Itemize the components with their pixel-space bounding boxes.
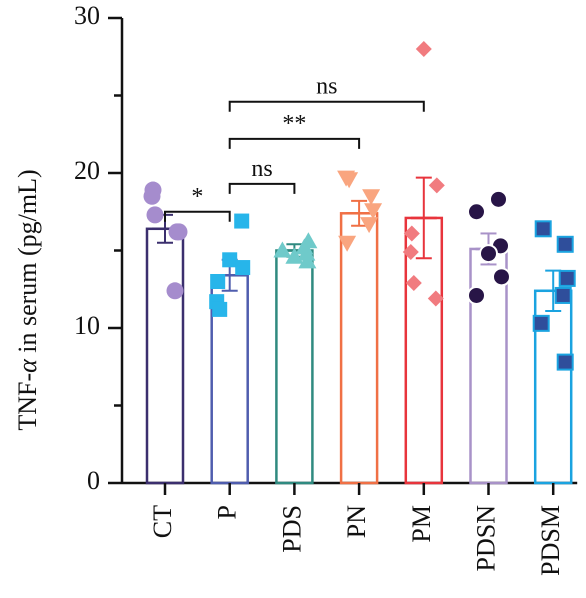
data-point-pn [362, 189, 381, 206]
data-point-pm [402, 244, 419, 261]
significance-bracket-ct-p [164, 210, 231, 222]
significance-brackets: * ns ** ns [164, 74, 425, 222]
data-points [143, 41, 576, 371]
data-point-p [212, 301, 228, 317]
data-point-pm [405, 275, 422, 292]
data-point-pm [415, 41, 432, 57]
data-point-pn [364, 203, 383, 220]
data-point-pdsm [556, 353, 574, 371]
data-point-pn [360, 217, 379, 234]
ticks: 0 10 20 30 [74, 1, 555, 495]
y-tick-label: 10 [74, 311, 100, 340]
y-axis-title: TNF-α in serum (pg/mL) [13, 169, 42, 430]
category-label-ct: CT [148, 505, 177, 538]
significance-bracket-p-pn [228, 137, 361, 149]
significance-label-p-pn: ** [282, 111, 306, 137]
data-point-pdsm [558, 269, 576, 287]
data-point-pm [427, 290, 444, 307]
y-tick-label: 0 [87, 466, 100, 495]
y-axis-title-part2: in serum (pg/mL) [13, 169, 42, 359]
data-point-pdsm [554, 286, 572, 304]
significance-bracket-p-pm [228, 100, 425, 112]
category-label-pdsm: PDSM [536, 505, 565, 576]
y-tick-label: 30 [74, 1, 100, 30]
error-bars [152, 176, 567, 312]
category-label-pn: PN [342, 505, 371, 538]
data-point-p [235, 260, 251, 276]
data-point-ct [170, 223, 188, 241]
data-point-ct [143, 187, 161, 205]
category-label-pds: PDS [277, 505, 306, 553]
data-point-ct [166, 282, 184, 300]
category-label-pdsn: PDSN [471, 505, 500, 572]
data-point-pdsn [479, 244, 498, 264]
data-point-pds [297, 244, 316, 261]
data-point-pn [340, 172, 359, 189]
data-point-pdsm [556, 235, 574, 253]
significance-label-ct-p: * [191, 184, 203, 210]
data-point-p [234, 213, 250, 229]
data-point-pm [428, 177, 445, 194]
data-point-pds [273, 241, 292, 258]
data-point-pdsn [489, 189, 508, 209]
data-point-pdsn [492, 267, 511, 287]
data-point-p [222, 252, 238, 268]
bar-pn [339, 212, 379, 485]
significance-label-p-pm: ns [316, 74, 337, 100]
bar-ct [145, 227, 185, 485]
svg-text:TNF-α in serum (pg/mL): TNF-α in serum (pg/mL) [13, 169, 42, 430]
axes [120, 18, 578, 485]
data-point-pdsm [534, 220, 552, 238]
bars [145, 212, 573, 485]
category-labels: CT P PDS PN PM PDSN PDSM [148, 505, 565, 576]
data-point-pdsn [467, 285, 486, 305]
data-point-ct [146, 206, 164, 224]
data-point-pm [403, 225, 420, 242]
category-label-pm: PM [407, 505, 436, 543]
data-point-p [210, 274, 226, 289]
y-axis-title-part1: TNF- [13, 373, 42, 431]
data-point-pds [285, 247, 304, 264]
bar-pds [275, 249, 314, 485]
category-label-p: P [213, 505, 242, 519]
significance-bracket-p-pds [228, 182, 296, 194]
significance-label-p-pds: ns [251, 156, 272, 182]
y-tick-label: 20 [74, 156, 100, 185]
data-point-pn [338, 235, 357, 252]
data-point-pdsn [467, 202, 486, 222]
data-point-pds [298, 252, 317, 269]
y-axis-title-alpha: α [13, 358, 42, 373]
data-point-pdsm [532, 314, 550, 332]
